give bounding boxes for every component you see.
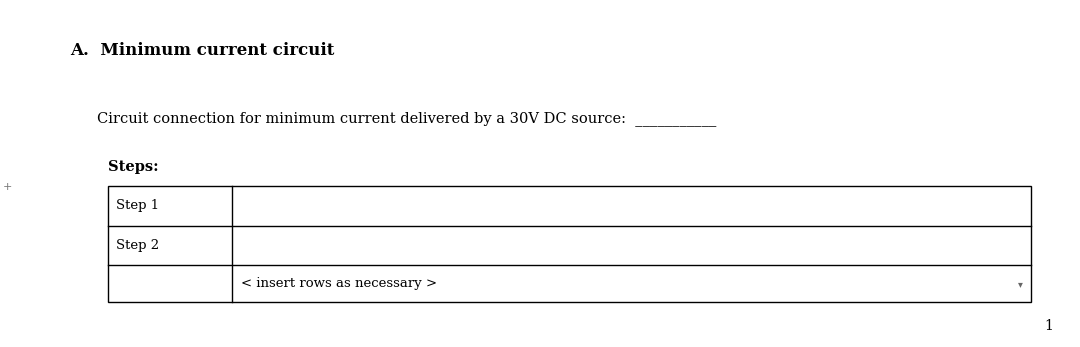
Text: +: + <box>3 183 13 192</box>
Text: Step 2: Step 2 <box>116 239 159 252</box>
Text: < insert rows as necessary >: < insert rows as necessary > <box>241 277 437 290</box>
Text: 1: 1 <box>1044 319 1053 333</box>
Text: Step 1: Step 1 <box>116 199 159 212</box>
Text: Circuit connection for minimum current delivered by a 30V DC source:  __________: Circuit connection for minimum current d… <box>97 111 716 126</box>
Text: A.  Minimum current circuit: A. Minimum current circuit <box>70 42 335 59</box>
Text: Steps:: Steps: <box>108 160 159 174</box>
Text: ▾: ▾ <box>1018 279 1023 289</box>
Bar <box>108 186 1031 302</box>
